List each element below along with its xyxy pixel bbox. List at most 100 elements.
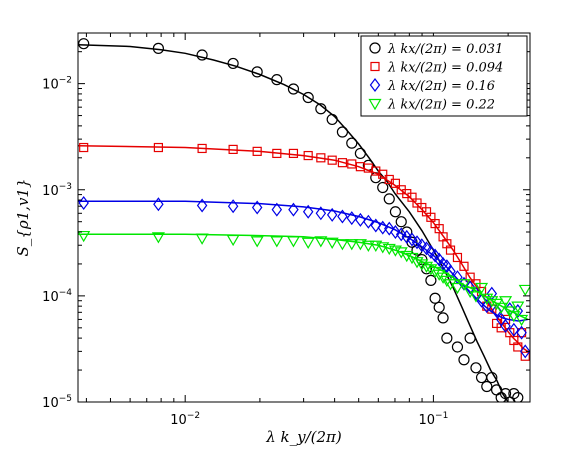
data-point	[500, 319, 511, 334]
fit-line	[78, 233, 529, 321]
data-point	[481, 299, 493, 314]
series-2	[78, 142, 530, 361]
data-point	[315, 103, 327, 115]
data-point	[401, 229, 413, 244]
data-point	[370, 218, 382, 233]
data-point	[424, 264, 438, 276]
data-point	[326, 207, 338, 222]
legend-label: λ kx/(2π) = 0.22	[387, 98, 495, 113]
data-point	[335, 239, 349, 251]
data-point	[377, 220, 388, 235]
legend-box	[360, 35, 528, 117]
data-point	[519, 344, 530, 359]
data-point	[196, 49, 208, 61]
data-point	[485, 296, 499, 308]
data-point	[337, 209, 348, 224]
data-point	[475, 282, 489, 295]
data-point	[499, 296, 513, 308]
data-point	[390, 178, 401, 188]
data-point	[452, 252, 463, 263]
data-point	[416, 238, 428, 253]
y-tick-label: 10−5	[42, 394, 72, 411]
data-point	[445, 264, 456, 279]
data-point	[421, 241, 432, 256]
legend-marker	[369, 78, 381, 92]
data-point	[315, 206, 327, 221]
y-tick-exponent: −2	[59, 76, 72, 86]
data-point	[228, 144, 238, 155]
data-point	[511, 301, 525, 313]
data-point	[458, 354, 470, 366]
data-point	[226, 234, 240, 247]
data-point	[196, 198, 208, 213]
data-point	[345, 239, 359, 251]
data-point	[490, 298, 504, 311]
data-point	[302, 91, 314, 104]
data-point	[371, 166, 381, 176]
data-point	[445, 245, 456, 255]
data-point	[151, 232, 165, 244]
y-tick-label: 10−4	[42, 288, 72, 305]
data-point	[288, 148, 299, 159]
data-point	[494, 302, 508, 315]
data-point	[470, 362, 482, 374]
data-point	[337, 158, 348, 168]
legend: λ kx/(2π) = 0.031 λ kx/(2π) = 0.094 λ kx/(…	[360, 35, 528, 117]
legend-marker	[369, 42, 381, 54]
data-point	[518, 284, 530, 297]
data-point	[469, 291, 483, 303]
x-tick-exponent: −2	[187, 411, 200, 421]
x-tick-label: 10−2	[170, 411, 200, 428]
legend-label: λ kx/(2π) = 0.094	[387, 61, 503, 76]
y-tick-label: 10−2	[42, 76, 72, 93]
y-tick-exponent: −5	[59, 394, 72, 404]
data-point	[486, 371, 498, 384]
data-point	[440, 275, 454, 288]
data-point	[520, 351, 530, 361]
data-point	[516, 325, 527, 340]
data-point	[271, 74, 283, 86]
x-tick-exponent: −1	[435, 411, 448, 421]
data-point	[286, 236, 300, 248]
data-point	[415, 259, 429, 271]
data-point	[390, 224, 401, 239]
data-point	[459, 261, 469, 271]
data-point	[197, 143, 207, 154]
data-point	[457, 279, 471, 291]
data-point	[407, 192, 417, 202]
data-point	[428, 266, 442, 279]
data-point	[395, 216, 407, 228]
data-point	[78, 38, 90, 50]
series-3	[78, 196, 530, 359]
data-point	[227, 199, 239, 214]
data-point	[288, 202, 299, 217]
y-tick-exponent: −4	[59, 288, 73, 298]
x-axis-label: λ k_y/(2π)	[265, 428, 342, 446]
data-point	[78, 230, 91, 243]
y-axis-label: S_{ρ1,v1}	[14, 178, 32, 256]
data-point	[79, 142, 89, 153]
data-point	[272, 148, 282, 159]
data-point	[433, 301, 445, 313]
data-point	[227, 57, 239, 70]
data-point	[347, 159, 357, 169]
data-point	[287, 83, 300, 95]
x-tick-label: 10−1	[418, 411, 448, 428]
data-point	[354, 147, 366, 160]
data-point	[450, 282, 464, 295]
data-point	[480, 293, 494, 305]
data-point	[377, 181, 389, 194]
data-point	[270, 236, 284, 248]
legend-marker	[368, 98, 382, 111]
data-point	[451, 341, 464, 353]
data-point	[271, 202, 283, 217]
data-point	[406, 232, 418, 247]
data-point	[441, 332, 453, 344]
data-point	[400, 250, 414, 263]
data-point	[251, 200, 263, 215]
data-point	[78, 196, 89, 211]
data-point	[437, 312, 449, 324]
legend-label: λ kx/(2π) = 0.031	[387, 42, 503, 57]
data-point	[153, 197, 164, 212]
